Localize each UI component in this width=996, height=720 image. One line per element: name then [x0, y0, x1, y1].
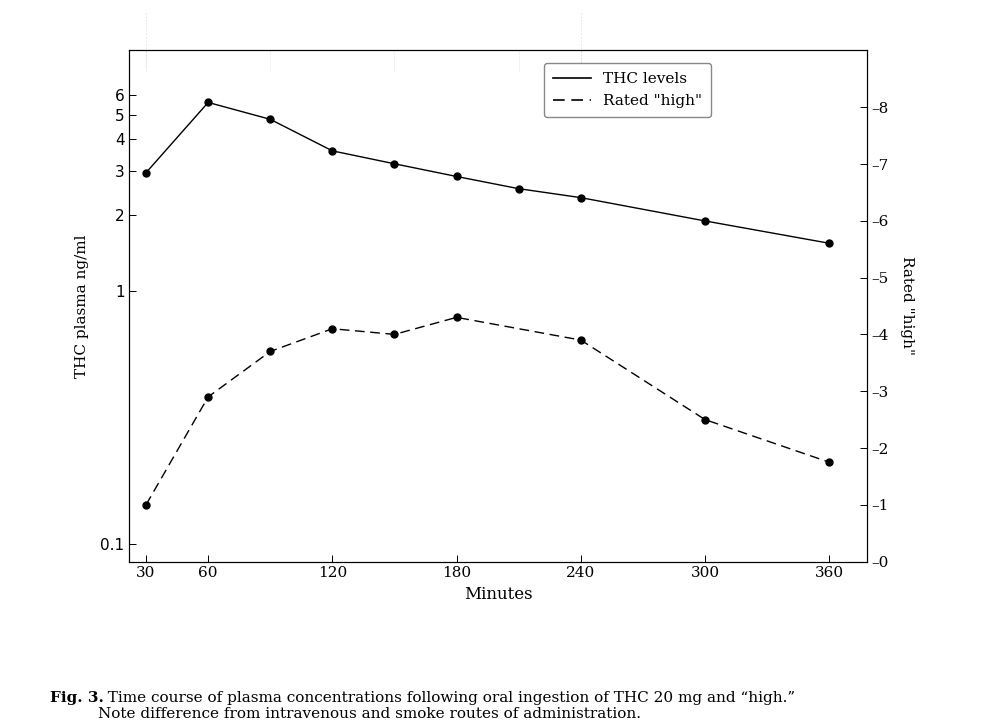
- THC levels: [202, 98, 214, 107]
- Rated "high": [824, 458, 836, 467]
- THC levels: [513, 184, 525, 193]
- THC levels: [699, 217, 711, 225]
- THC levels: [264, 115, 276, 124]
- THC levels: [388, 159, 400, 168]
- THC levels: [140, 168, 152, 177]
- Text: Fig. 3.: Fig. 3.: [50, 691, 104, 705]
- Rated "high": [450, 313, 462, 322]
- Rated "high": [327, 325, 339, 333]
- Rated "high": [699, 415, 711, 424]
- THC levels: [824, 239, 836, 248]
- Y-axis label: THC plasma ng/ml: THC plasma ng/ml: [76, 234, 90, 378]
- THC levels: [327, 147, 339, 156]
- Rated "high": [264, 347, 276, 356]
- Line: Rated "high": Rated "high": [142, 314, 833, 508]
- THC levels: [575, 193, 587, 202]
- Y-axis label: Rated "high": Rated "high": [899, 256, 913, 356]
- X-axis label: Minutes: Minutes: [464, 586, 532, 603]
- Rated "high": [202, 392, 214, 401]
- Legend: THC levels, Rated "high": THC levels, Rated "high": [544, 63, 711, 117]
- THC levels: [450, 172, 462, 181]
- Text: Time course of plasma concentrations following oral ingestion of THC 20 mg and “: Time course of plasma concentrations fol…: [98, 691, 795, 720]
- Rated "high": [575, 336, 587, 344]
- Rated "high": [140, 500, 152, 509]
- Rated "high": [388, 330, 400, 338]
- Line: THC levels: THC levels: [142, 99, 833, 247]
